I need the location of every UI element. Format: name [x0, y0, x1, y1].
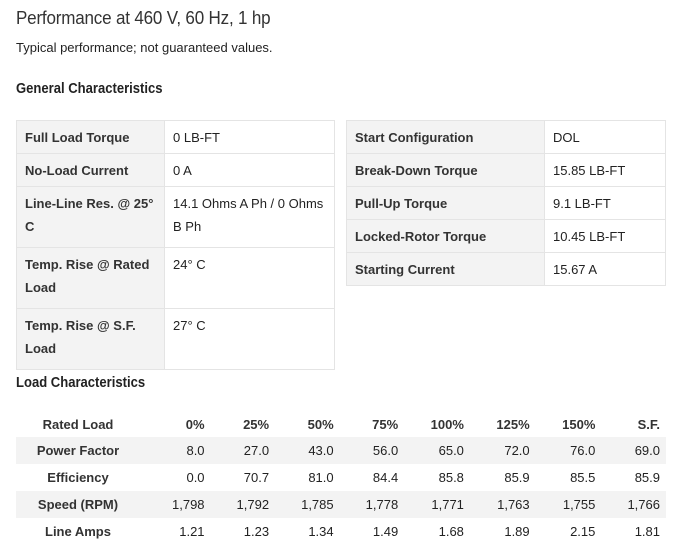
column-header: 100% [430, 416, 464, 432]
table-cell: 1.21 [179, 524, 205, 539]
table-row: Line-Line Res. @ 25° C 14.1 Ohms A Ph / … [16, 186, 335, 248]
table-cell: 85.5 [570, 470, 596, 485]
spec-label: Temp. Rise @ Rated Load [16, 247, 165, 309]
table-cell: 1,766 [601, 491, 666, 518]
table-cell: 1.23 [243, 524, 270, 539]
table-cell: 65.0 [404, 437, 470, 464]
table-row: Temp. Rise @ Rated Load 24° C [16, 247, 335, 309]
spec-value: 15.67 A [544, 252, 666, 286]
spec-label: Line-Line Res. @ 25° C [16, 186, 165, 248]
table-cell: 1.68 [438, 524, 464, 539]
column-header: 25% [243, 416, 270, 432]
column-header: S.F. [637, 416, 660, 432]
table-cell: 1,785 [275, 491, 340, 518]
table-row: Start Configuration DOL [346, 120, 666, 154]
table-row: Starting Current 15.67 A [346, 252, 666, 286]
spec-label: Starting Current [346, 252, 545, 286]
page-subtitle: Typical performance; not guaranteed valu… [16, 40, 273, 55]
column-header: 50% [307, 416, 334, 432]
table-row: Temp. Rise @ S.F. Load 27° C [16, 308, 335, 370]
spec-value: DOL [544, 120, 666, 154]
column-header: 75% [372, 416, 399, 432]
spec-label: Start Configuration [346, 120, 545, 154]
spec-value: 15.85 LB-FT [544, 153, 666, 187]
table-cell: 85.8 [438, 470, 464, 485]
spec-value: 9.1 LB-FT [544, 186, 666, 220]
spec-label: No-Load Current [16, 153, 165, 187]
table-cell: 2.15 [570, 524, 596, 539]
table-row: No-Load Current 0 A [16, 153, 335, 187]
table-row: Efficiency 0.0 70.7 81.0 84.4 85.8 85.9 … [16, 464, 666, 491]
spec-value: 10.45 LB-FT [544, 219, 666, 253]
general-characteristics-right-table: Start Configuration DOL Break-Down Torqu… [346, 120, 666, 286]
table-row: Break-Down Torque 15.85 LB-FT [346, 153, 666, 187]
column-header: Rated Load [42, 416, 114, 432]
spec-value: 0 A [164, 153, 335, 187]
table-cell: 56.0 [339, 437, 405, 464]
table-header-row: Rated Load 0% 25% 50% 75% 100% 125% 150%… [16, 411, 666, 437]
page-title: Performance at 460 V, 60 Hz, 1 hp [16, 7, 271, 28]
spec-value: 0 LB-FT [164, 120, 335, 154]
table-cell: 72.0 [469, 437, 536, 464]
table-cell: 1,778 [339, 491, 405, 518]
table-cell: 81.0 [308, 470, 334, 485]
table-row: Power Factor 8.0 27.0 43.0 56.0 65.0 72.… [16, 437, 666, 464]
table-row: Pull-Up Torque 9.1 LB-FT [346, 186, 666, 220]
spec-label: Temp. Rise @ S.F. Load [16, 308, 165, 370]
spec-label: Break-Down Torque [346, 153, 545, 187]
table-cell: 8.0 [146, 437, 211, 464]
table-row: Line Amps 1.21 1.23 1.34 1.49 1.68 1.89 … [16, 518, 666, 545]
load-characteristics-table: Rated Load 0% 25% 50% 75% 100% 125% 150%… [16, 411, 666, 545]
table-cell: 43.0 [275, 437, 340, 464]
row-label: Speed (RPM) [16, 491, 146, 518]
table-cell: 1,763 [469, 491, 536, 518]
row-label: Efficiency [47, 470, 109, 485]
table-cell: 1.49 [372, 524, 399, 539]
table-cell: 1,798 [146, 491, 211, 518]
table-cell: 76.0 [535, 437, 602, 464]
table-cell: 1.34 [308, 524, 334, 539]
table-cell: 27.0 [210, 437, 276, 464]
row-label: Power Factor [16, 437, 146, 464]
spec-label: Locked-Rotor Torque [346, 219, 545, 253]
table-cell: 84.4 [372, 470, 399, 485]
table-cell: 1,755 [535, 491, 602, 518]
table-cell: 85.9 [634, 470, 660, 485]
spec-label: Full Load Torque [16, 120, 165, 154]
row-label: Line Amps [45, 524, 111, 539]
spec-value: 24° C [164, 247, 335, 309]
table-cell: 85.9 [504, 470, 530, 485]
column-header: 0% [185, 416, 205, 432]
table-cell: 1,792 [210, 491, 276, 518]
spec-value: 14.1 Ohms A Ph / 0 Ohms B Ph [164, 186, 335, 248]
general-characteristics-heading: General Characteristics [16, 81, 163, 97]
general-characteristics-left-table: Full Load Torque 0 LB-FT No-Load Current… [16, 120, 335, 370]
table-cell: 70.7 [243, 470, 270, 485]
table-cell: 1.81 [634, 524, 660, 539]
table-cell: 1,771 [404, 491, 470, 518]
table-cell: 69.0 [601, 437, 666, 464]
table-row: Full Load Torque 0 LB-FT [16, 120, 335, 154]
table-cell: 1.89 [504, 524, 530, 539]
spec-value: 27° C [164, 308, 335, 370]
column-header: 150% [562, 416, 596, 432]
table-cell: 0.0 [186, 470, 205, 485]
table-row: Speed (RPM) 1,798 1,792 1,785 1,778 1,77… [16, 491, 666, 518]
column-header: 125% [496, 416, 530, 432]
spec-label: Pull-Up Torque [346, 186, 545, 220]
table-row: Locked-Rotor Torque 10.45 LB-FT [346, 219, 666, 253]
load-characteristics-heading: Load Characteristics [16, 375, 146, 391]
